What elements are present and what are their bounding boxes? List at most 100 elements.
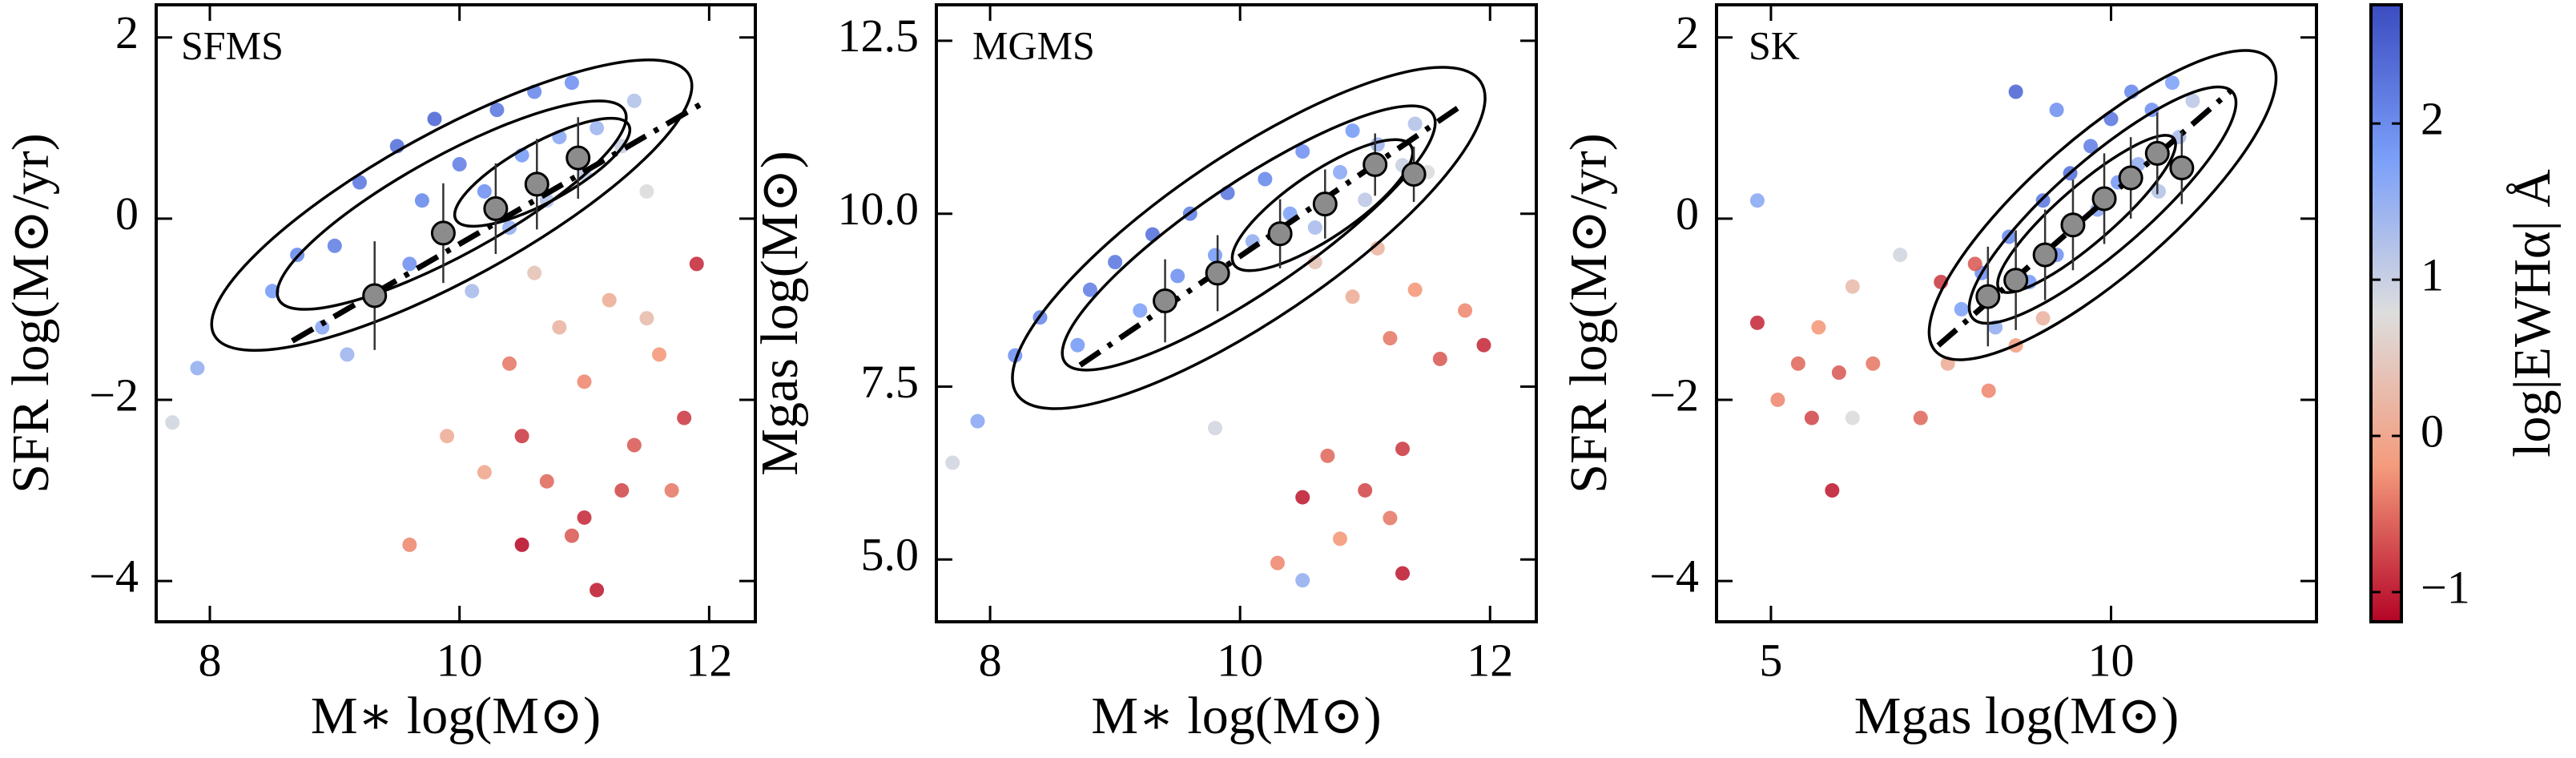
median-point [1153,288,1178,313]
data-point [477,183,492,199]
data-point [564,75,579,91]
colorbar-label: log|EWHα| Å [2503,169,2562,458]
colorbar-tick-label: 2 [2421,92,2444,144]
x-axis-label: M∗ log(M⊙) [1091,687,1381,745]
data-point [190,361,205,376]
data-point [1370,240,1385,256]
median-point [2091,186,2117,212]
data-point [1749,315,1765,330]
data-point [602,292,617,308]
data-point [402,256,417,272]
data-point [402,537,417,552]
data-point [1133,303,1148,318]
y-tick-label: 0 [115,187,139,240]
data-point [614,483,630,498]
panel-label: SFMS [181,22,284,67]
panel [1749,49,2278,498]
data-point [1407,282,1423,297]
median-point [430,220,456,246]
data-point [2164,75,2180,91]
median-point [524,171,549,197]
data-point [1307,255,1322,270]
median-point [566,145,591,171]
data-point [2035,193,2051,208]
data-point [1954,301,1969,317]
data-point [340,347,355,362]
data-point [1790,356,1805,371]
data-point [1866,356,1881,371]
data-point [327,238,342,253]
y-tick-label: −4 [89,550,139,602]
data-point [1295,490,1310,505]
data-point [1458,303,1473,318]
y-axis-label: SFR log(M⊙/yr) [1560,133,1618,494]
median-point [1401,161,1427,187]
data-point [590,120,605,135]
median-point [1205,260,1230,286]
colorbar [2369,3,2403,623]
y-tick-label: 5.0 [861,529,920,581]
median-point [1362,151,1388,177]
data-point [1476,337,1491,353]
data-point [440,429,455,444]
data-point [689,256,704,272]
panel-label: SK [1749,22,1800,67]
data-point [590,583,605,598]
density-contour [1927,49,2278,361]
data-point [502,356,517,371]
data-point [1967,256,1982,272]
median-point [2118,165,2143,191]
y-tick-label: 12.5 [838,10,920,62]
x-axis-label: M∗ log(M⊙) [311,687,601,745]
data-point [1170,268,1185,284]
median-point [1267,221,1293,247]
data-point [1145,227,1160,242]
x-tick-label: 12 [686,634,732,686]
data-point [1108,255,1123,270]
data-point [2185,93,2200,108]
y-tick-label: −2 [89,369,139,421]
data-point [1070,337,1085,353]
x-tick-label: 12 [1467,634,1513,686]
median-point [2169,155,2195,181]
panel [165,58,704,598]
data-point [1395,566,1411,581]
data-point [1383,331,1398,346]
data-point [1804,410,1819,425]
data-point [1207,248,1222,263]
data-point [1383,510,1398,526]
data-point [626,93,642,108]
x-axis-label: Mgas log(M⊙) [1854,687,2179,745]
data-point [539,474,554,489]
data-point [1333,164,1348,179]
data-point [1395,441,1411,457]
data-point [1270,555,1285,571]
x-tick-label: 8 [199,634,222,686]
x-tick-label: 10 [2088,634,2135,686]
colorbar-tick-label: 1 [2421,248,2444,300]
data-point [1845,279,1860,294]
data-point [2151,183,2166,199]
panel-label: MGMS [972,22,1095,67]
x-tick-label: 5 [1759,634,1782,686]
y-axis-label: Mgas log(M⊙) [751,151,809,475]
data-point [452,157,467,172]
data-point [577,510,592,525]
data-point [1825,483,1840,498]
axes-frame [155,3,757,623]
data-point [1893,248,1908,263]
median-point [1975,284,2001,309]
data-point [427,111,442,127]
density-contour [210,58,694,353]
data-point [352,175,368,190]
data-point [1320,448,1335,463]
data-point [2035,311,2051,326]
data-point [626,437,642,453]
data-point [552,320,567,335]
colorbar-tick-label: 0 [2421,405,2444,457]
data-point [489,103,505,118]
y-tick-label: −4 [1649,550,1699,602]
data-point [264,284,280,299]
data-point [664,483,679,498]
